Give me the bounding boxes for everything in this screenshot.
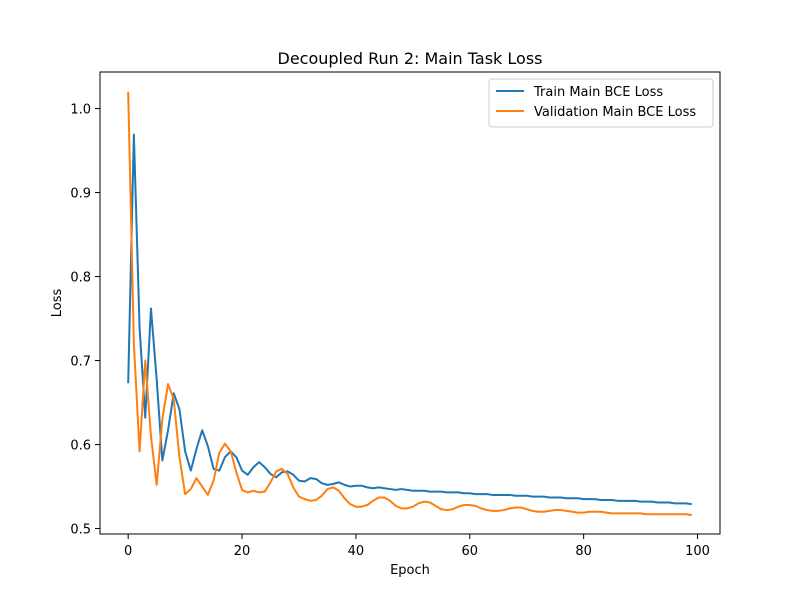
y-axis-label: Loss [50,289,65,318]
plot-area [99,71,721,535]
y-tick-label: 0.7 [70,355,91,370]
y-tick-label: 0.6 [70,439,91,454]
legend-box [488,78,714,128]
y-tick-label: 0.8 [70,271,91,286]
x-tick-label: 20 [234,544,251,559]
x-tick-label: 0 [124,544,132,559]
axes-frame [99,71,721,535]
x-tick-label: 40 [348,544,365,559]
x-axis-ticks: 0 20 40 60 80 100 [124,534,710,559]
y-axis-ticks: 0.5 0.6 0.7 0.8 0.9 1.0 [70,103,100,538]
y-tick-label: 0.5 [70,523,91,538]
x-tick-label: 60 [462,544,479,559]
legend: Train Main BCE Loss Validation Main BCE … [488,78,714,128]
chart-title: Decoupled Run 2: Main Task Loss [278,49,543,68]
x-tick-label: 100 [685,544,710,559]
x-tick-label: 80 [575,544,592,559]
x-axis-label: Epoch [390,563,430,578]
series-line-validation [127,91,692,517]
y-tick-label: 1.0 [70,103,91,118]
y-tick-label: 0.9 [70,187,91,202]
legend-label-train: Train Main BCE Loss [533,85,663,100]
series-line-train [127,133,692,506]
legend-label-validation: Validation Main BCE Loss [534,105,696,120]
series-lines [127,91,692,517]
